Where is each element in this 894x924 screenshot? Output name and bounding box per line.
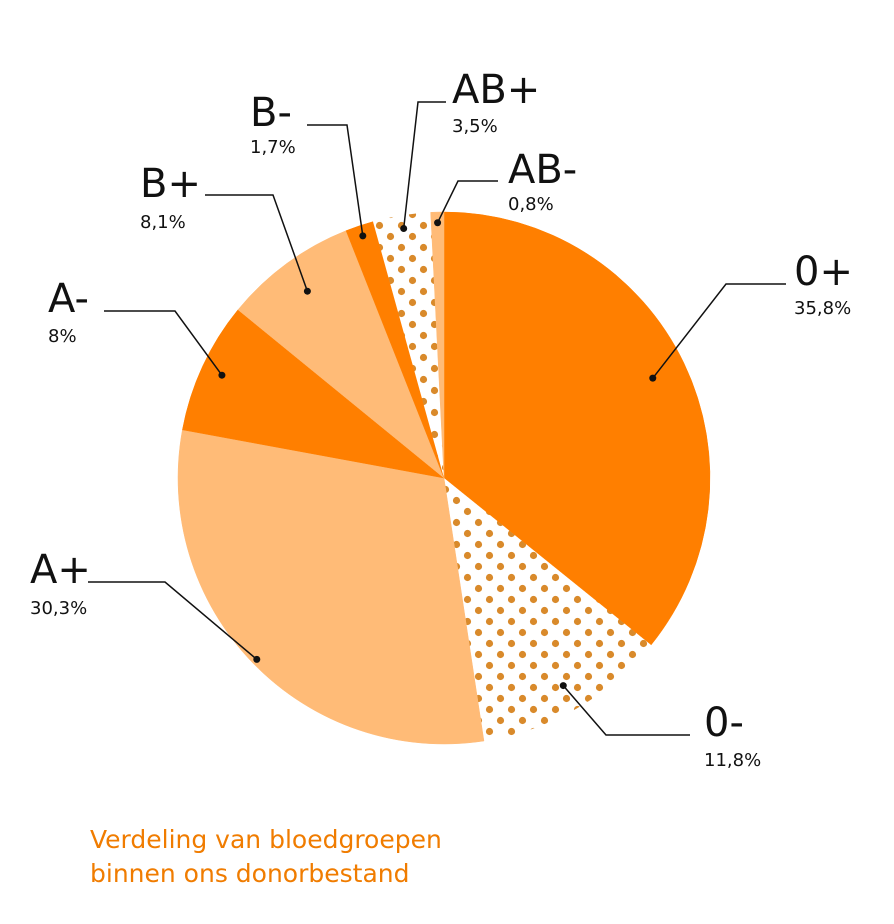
pie-slice-ab-neg xyxy=(430,211,445,479)
caption-line-1: Verdeling van bloedgroepen xyxy=(90,825,442,854)
pie-slices xyxy=(177,211,711,745)
leader-line-b-pos xyxy=(205,194,309,292)
slice-value-a-neg: 8% xyxy=(48,326,77,347)
leader-dot-ab-pos xyxy=(400,225,408,233)
chart-caption: Verdeling van bloedgroepen binnen ons do… xyxy=(90,823,442,891)
slice-label-ab-pos: AB+ xyxy=(452,67,540,113)
pie-slice-b-pos xyxy=(237,230,445,479)
slice-label-0-pos: 0+ xyxy=(794,249,853,295)
leader-line-ab-pos xyxy=(402,101,446,229)
leader-line-a-neg xyxy=(104,310,223,376)
leader-line-0-neg xyxy=(562,685,690,736)
slice-label-b-neg: B- xyxy=(250,90,292,136)
pie-slice-0-neg xyxy=(444,478,652,741)
leader-dot-ab-neg xyxy=(434,219,442,227)
slice-label-a-pos: A+ xyxy=(30,547,91,593)
slice-value-ab-pos: 3,5% xyxy=(452,116,498,137)
leader-dot-a-neg xyxy=(218,371,226,379)
leader-dot-0-neg xyxy=(559,682,567,690)
leader-dot-a-pos xyxy=(253,655,261,663)
slice-value-0-pos: 35,8% xyxy=(794,298,851,319)
leader-dot-0-pos xyxy=(649,374,657,382)
slice-value-b-pos: 8,1% xyxy=(140,212,186,233)
pie-slice-a-neg xyxy=(182,309,445,479)
slice-value-b-neg: 1,7% xyxy=(250,137,296,158)
pie-slice-ab-pos xyxy=(373,212,444,478)
slice-value-0-neg: 11,8% xyxy=(704,750,761,771)
pie-slice-b-neg xyxy=(345,221,445,479)
leader-line-ab-neg xyxy=(436,180,498,224)
caption-line-2: binnen ons donorbestand xyxy=(90,859,410,888)
slice-label-0-neg: 0- xyxy=(704,700,744,746)
pie-labels: 0+ 35,8% 0- 11,8% A+ 30,3% A- 8% B+ 8,1% B-1,7% AB+… xyxy=(30,67,853,771)
slice-value-a-pos: 30,3% xyxy=(30,598,87,619)
leader-line-0-pos xyxy=(652,283,786,379)
pie-slice-a-pos xyxy=(177,429,485,745)
leader-line-b-neg xyxy=(307,124,364,236)
leader-dot-b-neg xyxy=(359,232,367,240)
slice-label-ab-neg: AB- xyxy=(508,147,577,193)
pie-slice-0-pos xyxy=(443,211,711,646)
slice-value-ab-neg: 0,8% xyxy=(508,194,554,215)
slice-label-b-pos: B+ xyxy=(140,161,201,207)
leader-dot-b-pos xyxy=(303,287,311,295)
slice-label-a-neg: A- xyxy=(48,276,89,322)
leader-line-a-pos xyxy=(88,581,258,660)
